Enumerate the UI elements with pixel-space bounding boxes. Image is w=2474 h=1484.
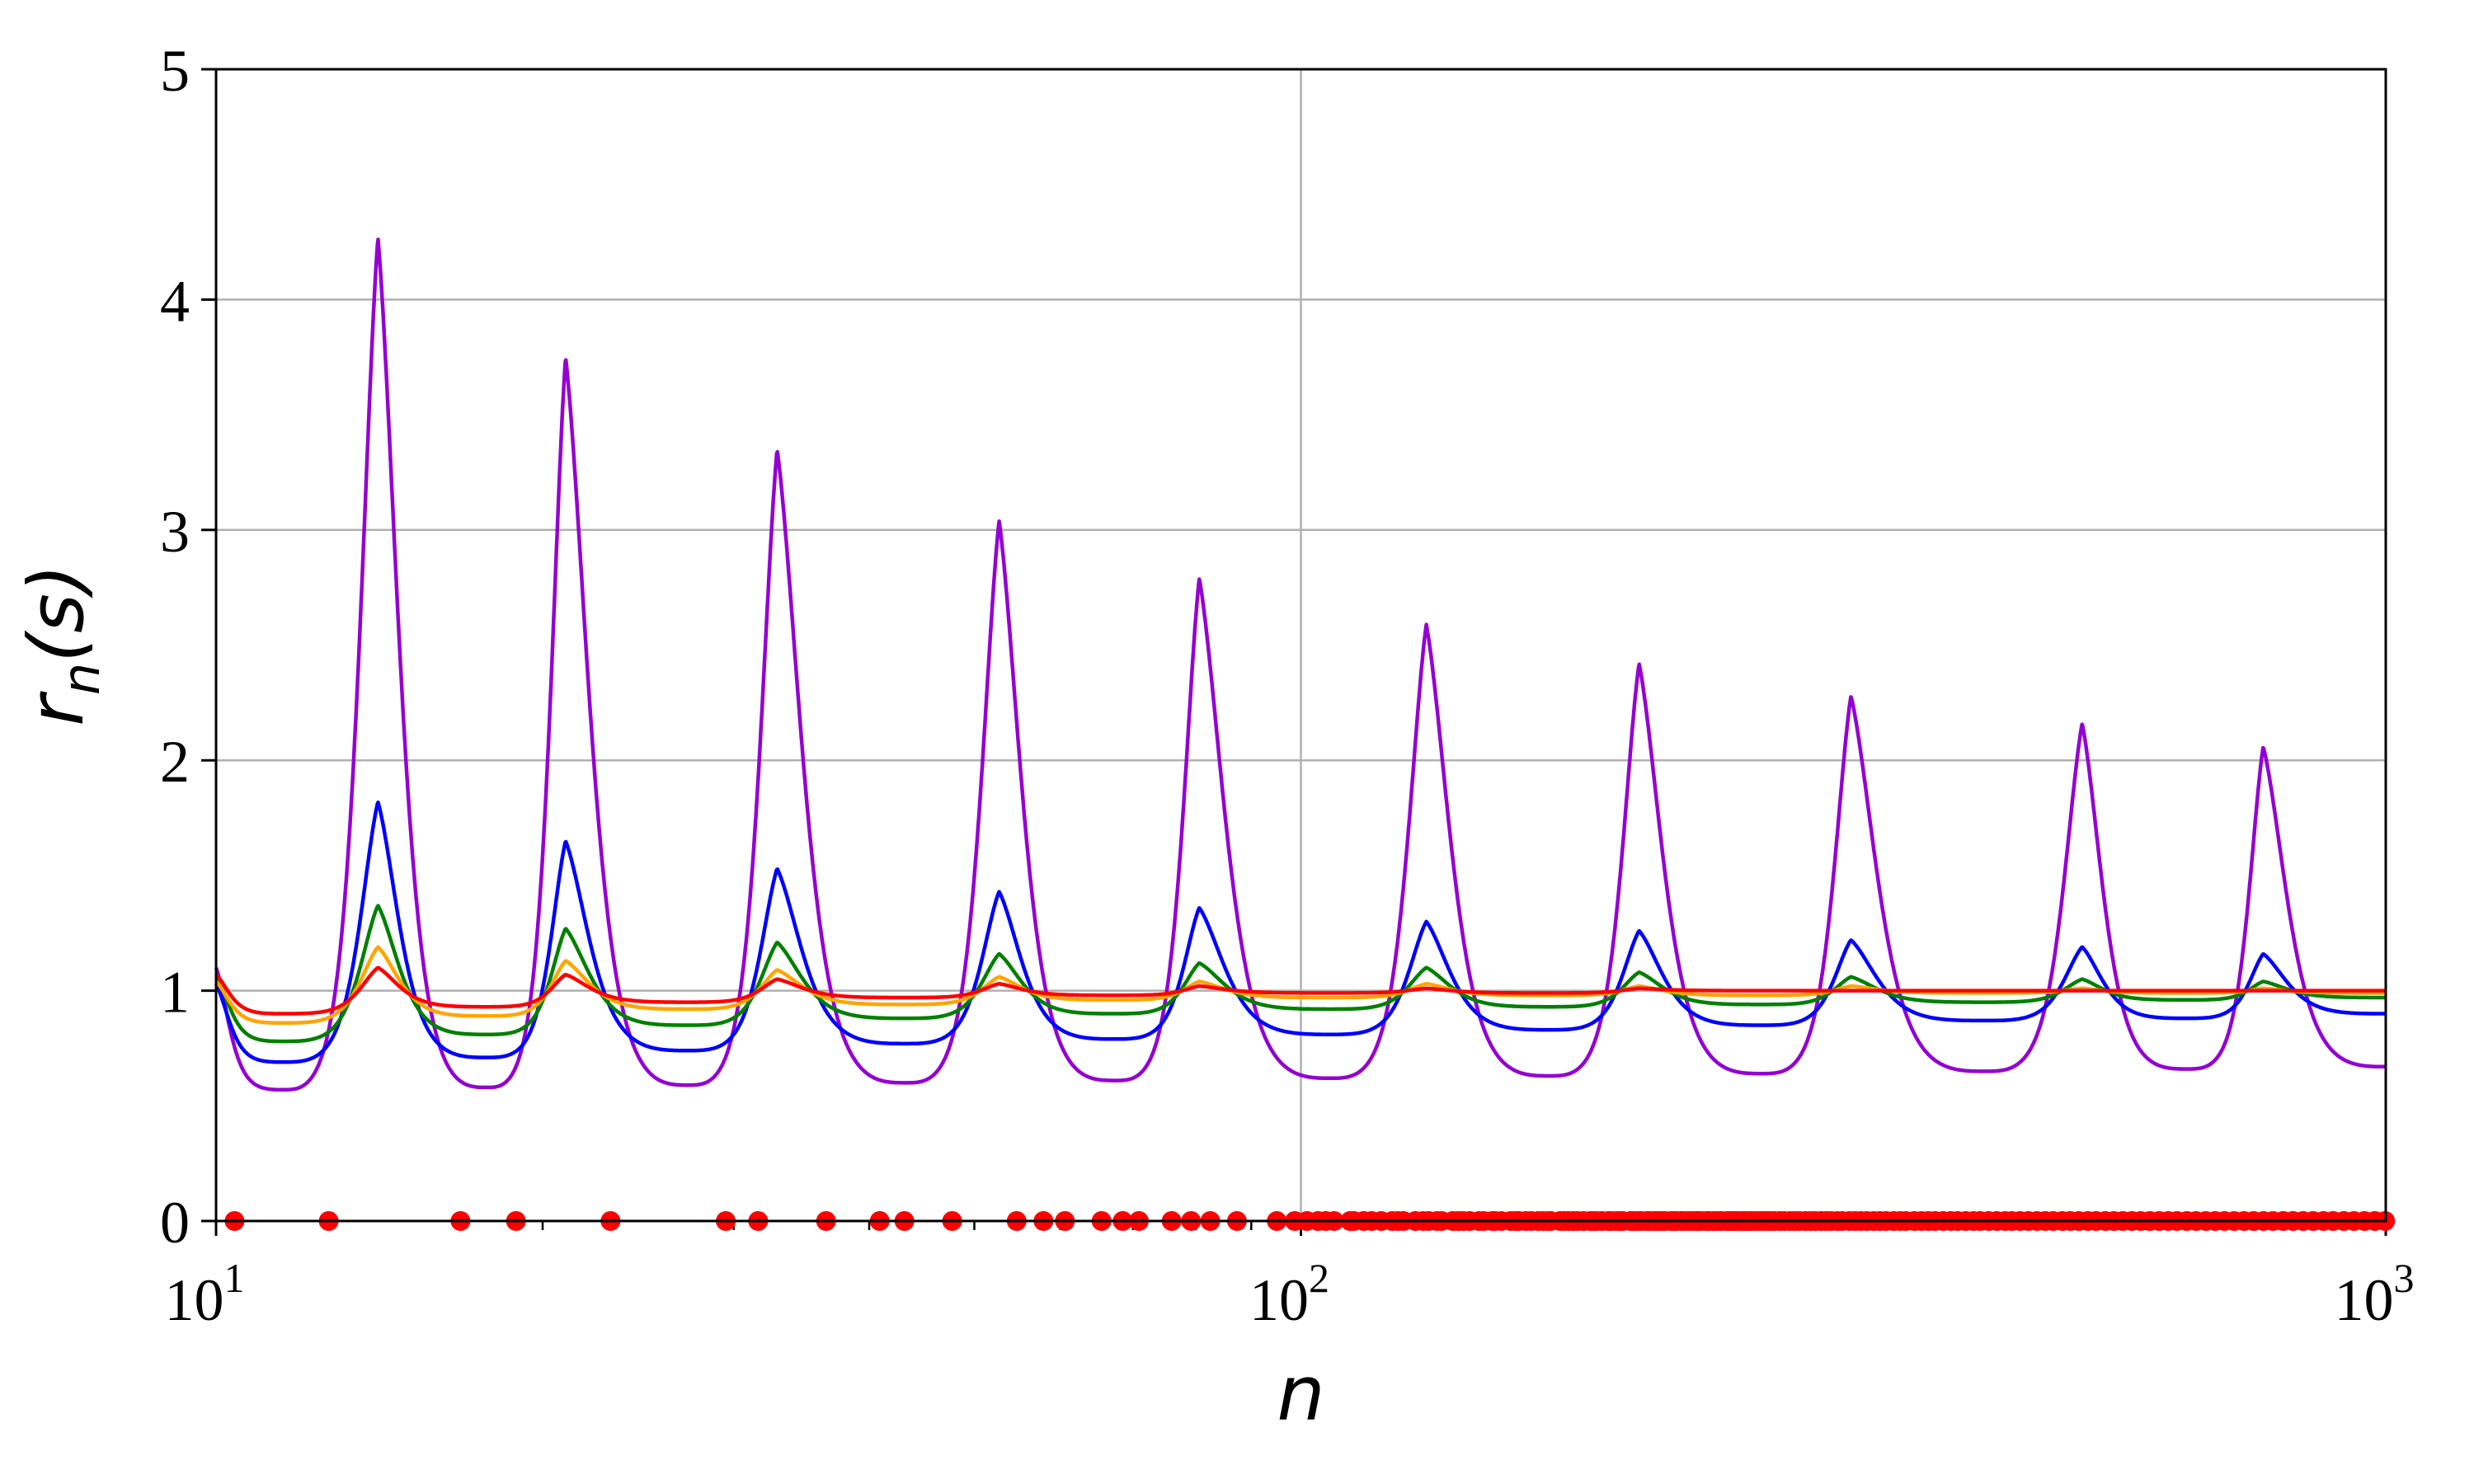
y-tick-label: 1 (160, 960, 190, 1026)
x-tick-exponent: 2 (1309, 1255, 1329, 1301)
y-axis-label: rn(s) (12, 564, 111, 726)
y-axis-label-main: r (12, 691, 101, 726)
series-line-4 (214, 945, 2387, 1025)
y-axis-label-sub: n (51, 663, 111, 695)
series-line-3 (214, 904, 2387, 1044)
series-lines (214, 237, 2387, 1092)
series-line-1 (214, 237, 2387, 1092)
x-axis-label: n (1277, 1350, 1324, 1438)
plot-frame (214, 68, 2387, 1223)
x-tick-base: 10 (2335, 1267, 2394, 1333)
x-tick-exponent: 3 (2394, 1255, 2415, 1301)
y-tick-label: 0 (160, 1190, 190, 1256)
y-tick-label: 5 (160, 38, 190, 104)
x-tick-label: 102 (1249, 1255, 1329, 1333)
x-tick-base: 10 (1249, 1267, 1309, 1333)
y-axis-label-tail: (s) (12, 564, 101, 663)
y-tick-label: 4 (160, 268, 190, 334)
x-tick-label: 101 (165, 1255, 245, 1333)
x-tick-base: 10 (165, 1267, 224, 1333)
y-tick-label: 2 (160, 729, 190, 795)
x-tick-exponent: 1 (224, 1255, 245, 1301)
x-tick-label: 103 (2335, 1255, 2415, 1333)
series-line-2 (214, 800, 2387, 1064)
series-line-5 (214, 965, 2387, 1016)
y-tick-label: 3 (160, 499, 190, 565)
